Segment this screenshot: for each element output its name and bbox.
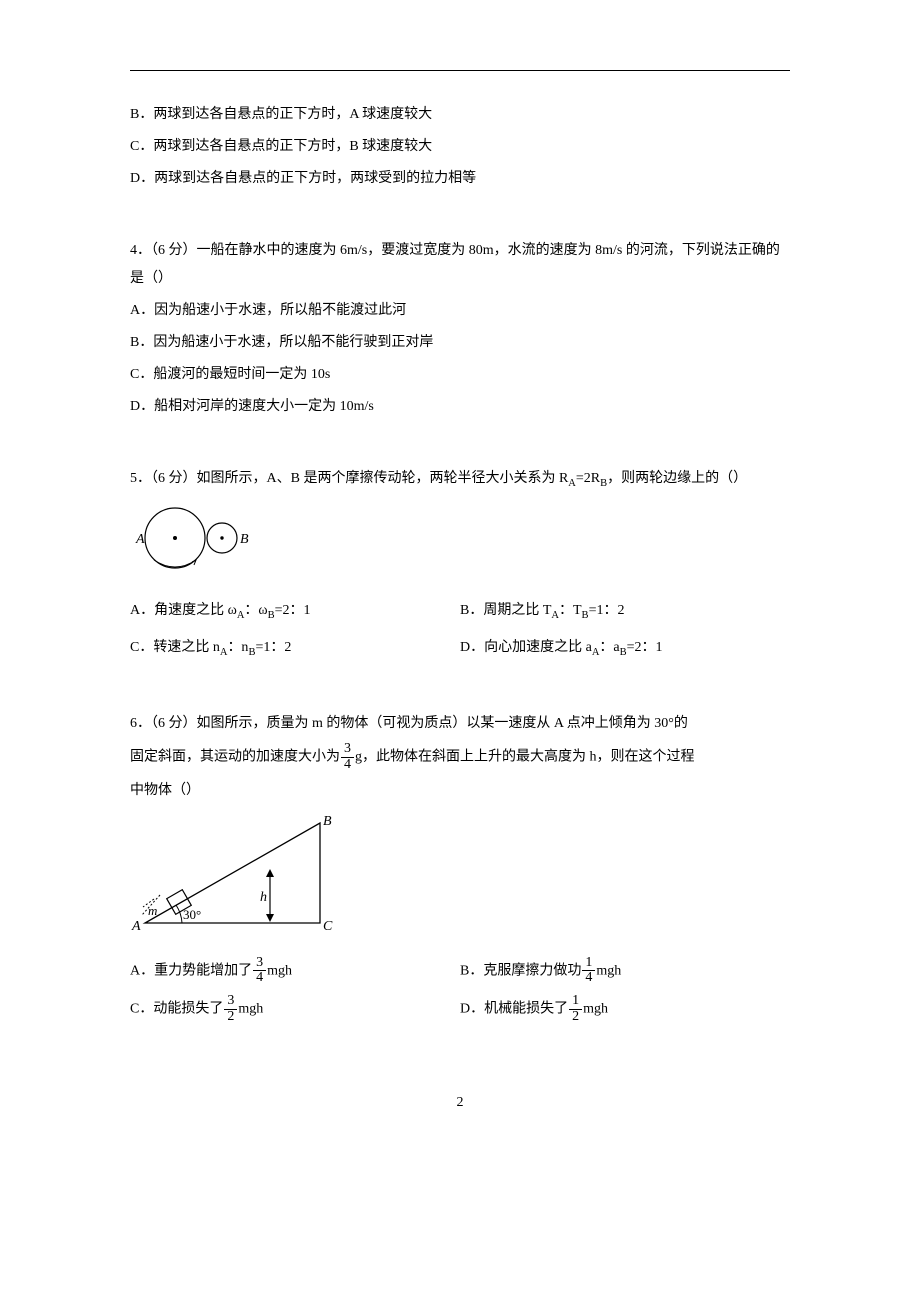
- q6-stem-line3: 中物体（）: [130, 777, 790, 805]
- q5-c-pre: C．转速之比 n: [130, 640, 220, 655]
- q6-l2-pre: 固定斜面，其运动的加速度大小为: [130, 750, 340, 765]
- q5-option-b: B．周期之比 TA：TB=1：2: [460, 597, 790, 626]
- q6-fig-label-c: C: [323, 919, 333, 933]
- q6-d-frac: 12: [569, 994, 582, 1024]
- q6-l2-post: g，此物体在斜面上上升的最大高度为 h，则在这个过程: [355, 750, 695, 765]
- sub-b: B: [582, 610, 589, 621]
- q6-fig-label-h: h: [260, 890, 267, 905]
- q3-option-c: C．两球到达各自悬点的正下方时，B 球速度较大: [130, 133, 790, 161]
- q6-c-pre: C．动能损失了: [130, 1002, 223, 1017]
- sub-b: B: [268, 610, 275, 621]
- q6-option-c: C．动能损失了32mgh: [130, 994, 460, 1024]
- q5-stem-post: ，则两轮边缘上的（）: [607, 471, 747, 486]
- q6-c-frac: 32: [224, 994, 237, 1024]
- q6-figure: 30° h A B C m: [130, 813, 790, 944]
- q6-stem-line2: 固定斜面，其运动的加速度大小为34g，此物体在斜面上上升的最大高度为 h，则在这…: [130, 742, 790, 772]
- q6-option-a: A．重力势能增加了34mgh: [130, 956, 460, 986]
- q5-c-post: =1：2: [255, 640, 291, 655]
- top-divider: [130, 70, 790, 71]
- frac-den: 2: [224, 1010, 237, 1025]
- q6-option-b: B．克服摩擦力做功14mgh: [460, 956, 790, 986]
- q5-fig-label-a: A: [135, 532, 145, 547]
- q4: 4．（6 分）一船在静水中的速度为 6m/s，要渡过宽度为 80m，水流的速度为…: [130, 237, 790, 421]
- q6-b-frac: 14: [582, 956, 595, 986]
- q6: 6．（6 分）如图所示，质量为 m 的物体（可视为质点）以某一速度从 A 点冲上…: [130, 710, 790, 1028]
- q5-b-post: =1：2: [589, 603, 625, 618]
- q4-stem: 4．（6 分）一船在静水中的速度为 6m/s，要渡过宽度为 80m，水流的速度为…: [130, 237, 790, 293]
- q5-option-d: D．向心加速度之比 aA：aB=2：1: [460, 634, 790, 663]
- q6-fig-label-b: B: [323, 814, 332, 829]
- sub-a: A: [568, 478, 576, 489]
- q6-a-pre: A．重力势能增加了: [130, 963, 252, 978]
- frac-den: 4: [341, 758, 354, 773]
- q6-option-d: D．机械能损失了12mgh: [460, 994, 790, 1024]
- q6-svg: 30° h A B C m: [130, 813, 340, 933]
- q5-svg: A B: [130, 502, 260, 574]
- q5-d-pre: D．向心加速度之比 a: [460, 640, 592, 655]
- q5-b-pre: B．周期之比 T: [460, 603, 551, 618]
- q5: 5．（6 分）如图所示，A、B 是两个摩擦传动轮，两轮半径大小关系为 RA=2R…: [130, 465, 790, 666]
- q5-a-pre: A．角速度之比 ω: [130, 603, 237, 618]
- q6-b-post: mgh: [596, 963, 621, 978]
- frac-num: 3: [224, 994, 237, 1010]
- q5-fig-label-b: B: [240, 532, 249, 547]
- q6-l2-frac: 34: [341, 742, 354, 772]
- q5-stem: 5．（6 分）如图所示，A、B 是两个摩擦传动轮，两轮半径大小关系为 RA=2R…: [130, 465, 790, 494]
- q6-options: A．重力势能增加了34mgh B．克服摩擦力做功14mgh C．动能损失了32m…: [130, 952, 790, 1029]
- q4-option-d: D．船相对河岸的速度大小一定为 10m/s: [130, 393, 790, 421]
- q5-a-mid: ：ω: [244, 603, 267, 618]
- q5-c-mid: ：n: [227, 640, 248, 655]
- q6-c-post: mgh: [238, 1002, 263, 1017]
- page-root: B．两球到达各自悬点的正下方时，A 球速度较大 C．两球到达各自悬点的正下方时，…: [0, 0, 920, 1157]
- q6-a-post: mgh: [267, 963, 292, 978]
- q3-option-b: B．两球到达各自悬点的正下方时，A 球速度较大: [130, 101, 790, 129]
- q5-d-mid: ：a: [599, 640, 619, 655]
- page-number: 2: [130, 1089, 790, 1117]
- q5-options: A．角速度之比 ωA：ωB=2：1 B．周期之比 TA：TB=1：2 C．转速之…: [130, 593, 790, 667]
- q4-option-a: A．因为船速小于水速，所以船不能渡过此河: [130, 297, 790, 325]
- frac-num: 3: [253, 956, 266, 972]
- q6-b-pre: B．克服摩擦力做功: [460, 963, 581, 978]
- q3-option-d: D．两球到达各自悬点的正下方时，两球受到的拉力相等: [130, 165, 790, 193]
- q6-fig-angle: 30°: [183, 907, 201, 922]
- sub-b: B: [620, 646, 627, 657]
- q5-a-post: =2：1: [275, 603, 311, 618]
- q4-option-c: C．船渡河的最短时间一定为 10s: [130, 361, 790, 389]
- sub-a: A: [551, 610, 559, 621]
- q5-b-mid: ：T: [559, 603, 582, 618]
- q6-d-pre: D．机械能损失了: [460, 1002, 568, 1017]
- q5-figure: A B: [130, 502, 790, 585]
- q4-option-b: B．因为船速小于水速，所以船不能行驶到正对岸: [130, 329, 790, 357]
- q6-a-frac: 34: [253, 956, 266, 986]
- frac-num: 1: [569, 994, 582, 1010]
- frac-den: 2: [569, 1010, 582, 1025]
- frac-num: 3: [341, 742, 354, 758]
- q6-fig-label-a: A: [131, 919, 141, 933]
- q5-option-c: C．转速之比 nA：nB=1：2: [130, 634, 460, 663]
- q5-option-a: A．角速度之比 ωA：ωB=2：1: [130, 597, 460, 626]
- frac-den: 4: [582, 971, 595, 986]
- q6-d-post: mgh: [583, 1002, 608, 1017]
- q6-fig-label-m: m: [148, 903, 157, 918]
- q6-stem-line1: 6．（6 分）如图所示，质量为 m 的物体（可视为质点）以某一速度从 A 点冲上…: [130, 710, 790, 738]
- q5-stem-mid1: =2R: [576, 471, 600, 486]
- frac-den: 4: [253, 971, 266, 986]
- frac-num: 1: [582, 956, 595, 972]
- q5-stem-pre: 5．（6 分）如图所示，A、B 是两个摩擦传动轮，两轮半径大小关系为 R: [130, 471, 568, 486]
- q5-d-post: =2：1: [627, 640, 663, 655]
